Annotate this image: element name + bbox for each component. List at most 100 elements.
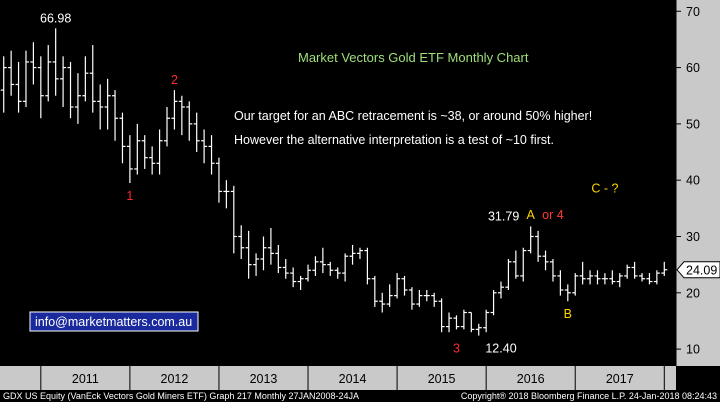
ohlc-bar bbox=[230, 185, 237, 254]
ohlc-bar bbox=[8, 50, 15, 96]
ohlc-bar bbox=[364, 247, 371, 285]
ohlc-bar bbox=[97, 84, 104, 130]
ohlc-bar bbox=[505, 259, 512, 290]
ohlc-bar bbox=[483, 309, 490, 333]
ohlc-bar bbox=[527, 226, 534, 254]
ohlc-bar bbox=[319, 247, 326, 274]
footer-right: Copyright® 2018 Bloomberg Finance L.P. 2… bbox=[461, 391, 717, 401]
ohlc-bar bbox=[401, 275, 408, 296]
ohlc-bar bbox=[616, 273, 623, 288]
ohlc-bar bbox=[468, 311, 475, 333]
y-axis-panel bbox=[676, 0, 720, 366]
annotation-label: 12.40 bbox=[485, 342, 516, 356]
ohlc-bar bbox=[379, 292, 386, 313]
ohlc-bar bbox=[475, 323, 482, 336]
watermark-text: info@marketmatters.com.au bbox=[35, 315, 192, 329]
ohlc-bar bbox=[342, 253, 349, 282]
ohlc-bar bbox=[356, 247, 363, 260]
annotation-label: 3 bbox=[453, 342, 460, 356]
ohlc-bar bbox=[201, 129, 208, 164]
ohlc-bar bbox=[327, 261, 334, 276]
ohlc-bar bbox=[104, 78, 111, 130]
ohlc-bar bbox=[186, 101, 193, 141]
ohlc-bar bbox=[631, 261, 638, 279]
ohlc-bar bbox=[193, 112, 200, 153]
annotation-label: 1 bbox=[126, 189, 133, 203]
ohlc-bar bbox=[164, 106, 170, 147]
ohlc-bar bbox=[498, 281, 504, 299]
ohlc-bar bbox=[312, 256, 319, 276]
ohlc-bar bbox=[178, 95, 185, 136]
ohlc-bar bbox=[416, 289, 423, 307]
last-price-tag: 24.09 bbox=[676, 261, 720, 279]
ohlc-bar bbox=[349, 244, 356, 265]
ohlc-bar bbox=[156, 129, 163, 175]
ohlc-bar bbox=[408, 287, 415, 310]
price-bars bbox=[0, 28, 668, 336]
x-tick-label: 2012 bbox=[161, 372, 189, 386]
ohlc-bar bbox=[134, 123, 141, 175]
ohlc-bar bbox=[245, 230, 252, 279]
ohlc-bar bbox=[74, 73, 81, 124]
ohlc-bar bbox=[82, 56, 89, 102]
ohlc-bar bbox=[520, 247, 527, 282]
annotation-label: C - ? bbox=[591, 182, 618, 196]
ohlc-bar bbox=[394, 273, 401, 299]
annotation-label: 66.98 bbox=[40, 11, 71, 25]
ohlc-bar bbox=[305, 264, 312, 282]
ohlc-bar bbox=[208, 135, 215, 175]
ohlc-bar bbox=[52, 28, 59, 96]
ohlc-bar bbox=[549, 259, 556, 282]
x-tick-label: 2015 bbox=[428, 372, 456, 386]
y-tick-label: 60 bbox=[686, 61, 700, 75]
ohlc-bar bbox=[371, 275, 378, 307]
x-axis-ticks: 2011 2012 2013 2014 2015 2016 2017 bbox=[40, 366, 665, 390]
ohlc-bar bbox=[601, 273, 608, 285]
y-tick-label: 10 bbox=[686, 343, 700, 357]
ohlc-bar bbox=[490, 289, 497, 316]
ohlc-bar bbox=[542, 250, 549, 271]
footer-left: GDX US Equity (VanEck Vectors Gold Miner… bbox=[3, 391, 359, 401]
ohlc-bar bbox=[149, 146, 156, 175]
ohlc-bar bbox=[282, 259, 289, 279]
ohlc-bar bbox=[89, 45, 96, 113]
annotation-label: 31.79 bbox=[488, 209, 519, 223]
ohlc-bar bbox=[334, 267, 341, 279]
ohlc-bar bbox=[572, 273, 579, 296]
ohlc-bar bbox=[564, 284, 571, 302]
ohlc-bar bbox=[290, 267, 297, 288]
ohlc-bar bbox=[653, 270, 660, 285]
x-axis-panel bbox=[0, 366, 676, 390]
ohlc-bar bbox=[119, 112, 126, 164]
chart-title: Market Vectors Gold ETF Monthly Chart bbox=[298, 50, 529, 65]
x-tick-label: 2011 bbox=[72, 372, 99, 386]
ohlc-bar bbox=[453, 315, 460, 330]
ohlc-bar bbox=[15, 61, 22, 113]
ohlc-bar bbox=[431, 292, 438, 307]
ohlc-bar bbox=[267, 228, 274, 265]
ohlc-bar bbox=[30, 42, 37, 85]
ohlc-bar bbox=[446, 312, 453, 333]
ohlc-bar bbox=[171, 90, 178, 130]
note-line-2: However the alternative interpretation i… bbox=[234, 133, 554, 147]
ohlc-bar bbox=[438, 298, 445, 333]
ohlc-bar bbox=[60, 56, 67, 107]
price-tag-shape bbox=[676, 261, 720, 279]
y-tick-label: 30 bbox=[686, 230, 700, 244]
x-tick-label: 2014 bbox=[339, 372, 367, 386]
price-tag-label: 24.09 bbox=[686, 263, 717, 277]
y-axis-ticks: 10 20 30 40 50 60 70 bbox=[676, 5, 700, 357]
ohlc-bar bbox=[460, 309, 467, 330]
ohlc-bar bbox=[609, 270, 616, 285]
x-tick-label: 2013 bbox=[250, 372, 278, 386]
ohlc-bar bbox=[260, 236, 267, 271]
ohlc-bar bbox=[223, 180, 230, 209]
note-line-1: Our target for an ABC retracement is ~38… bbox=[234, 109, 592, 123]
ohlc-bar bbox=[557, 270, 564, 296]
annotation-label: A bbox=[527, 208, 536, 222]
y-tick-label: 20 bbox=[686, 286, 700, 300]
ohlc-bar bbox=[594, 270, 601, 285]
